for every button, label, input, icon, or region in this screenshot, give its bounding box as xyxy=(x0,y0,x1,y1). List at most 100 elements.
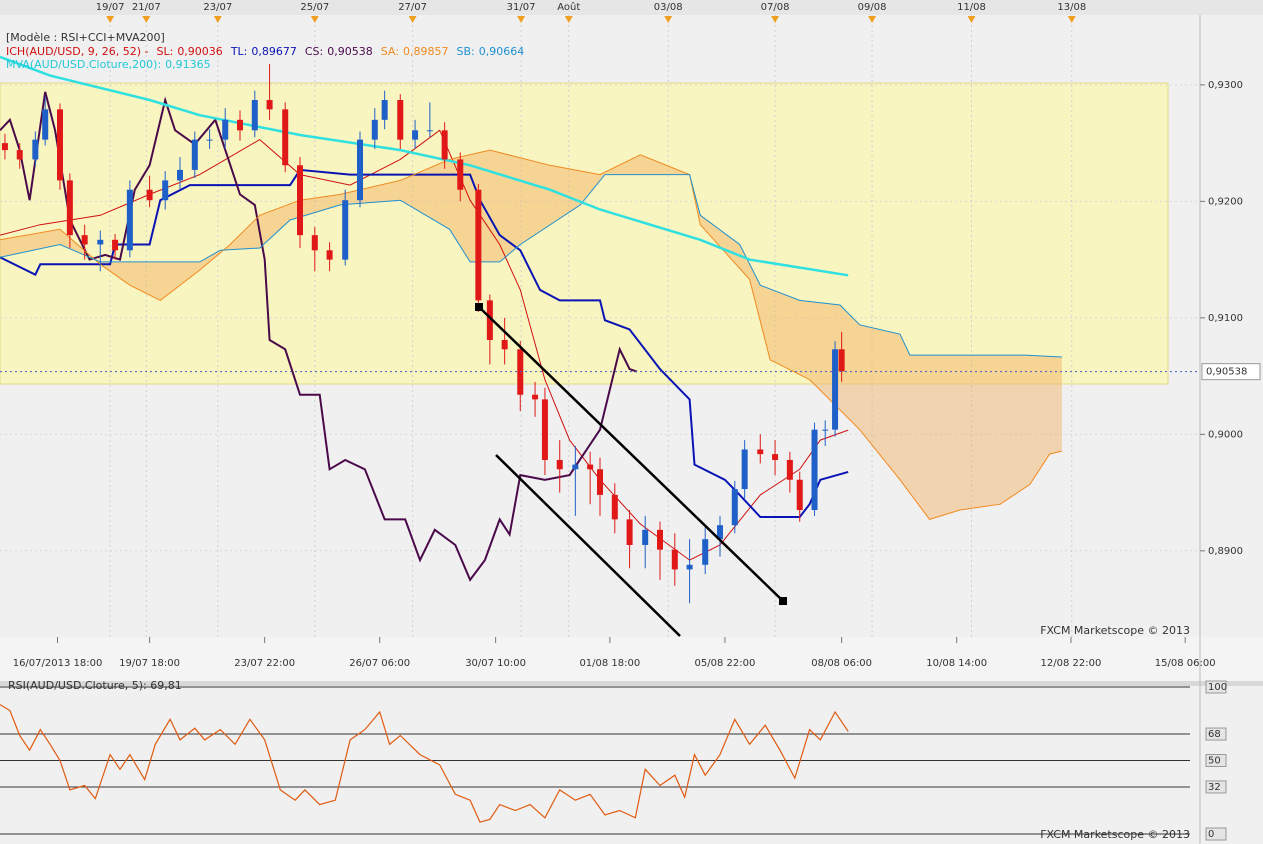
top-tick-label: 19/07 xyxy=(96,2,125,13)
x-tick-label: 26/07 06:00 xyxy=(349,658,410,669)
candle-body xyxy=(702,539,709,565)
indicator-line xyxy=(0,174,1062,358)
candle-body xyxy=(786,459,793,480)
candle-body xyxy=(371,119,378,140)
candle-body xyxy=(486,300,493,340)
x-tick-label: 08/08 06:00 xyxy=(811,658,872,669)
y-tick-label: 0,9100 xyxy=(1208,313,1243,324)
candle-body xyxy=(397,100,404,140)
top-tick-marker xyxy=(408,16,417,23)
legend: MVA(AUD/USD.Cloture,200): 0,91365 xyxy=(6,58,211,71)
candle-body xyxy=(57,109,63,181)
candle-body xyxy=(297,165,303,236)
candle-body xyxy=(772,454,779,460)
y-tick-label: 32 xyxy=(1208,782,1221,793)
top-tick-marker xyxy=(106,16,115,23)
candle-body xyxy=(1,143,8,151)
candle-body xyxy=(326,250,333,260)
candle-body xyxy=(475,189,482,301)
last-price-box xyxy=(1201,363,1261,381)
y-tick-box xyxy=(1205,827,1227,841)
x-tick-label: 15/08 06:00 xyxy=(1155,658,1216,669)
top-tick-label: Août xyxy=(557,1,580,13)
rsi-line xyxy=(0,704,849,823)
legend-name: TL: xyxy=(230,45,248,58)
candle-body xyxy=(572,464,579,470)
x-tick-label: 23/07 22:00 xyxy=(234,658,295,669)
candle-body xyxy=(177,169,183,181)
top-tick-label: 21/07 xyxy=(132,2,161,13)
candle-body xyxy=(282,109,289,166)
top-tick-label: 07/08 xyxy=(761,2,790,13)
drawings xyxy=(475,303,787,637)
candle-body xyxy=(342,200,349,260)
top-tick-marker xyxy=(1067,16,1076,23)
top-tick-marker xyxy=(517,16,526,23)
indicator-line xyxy=(0,168,849,518)
candle-body xyxy=(42,109,49,140)
legend-value: 0,89857 xyxy=(403,45,449,58)
watermark: FXCM Marketscope © 2013 xyxy=(1040,624,1190,637)
candle-body xyxy=(112,239,119,251)
candle-body xyxy=(66,180,73,236)
candle-body xyxy=(838,349,845,372)
candle-body xyxy=(832,349,839,430)
x-tick-label: 01/08 18:00 xyxy=(579,658,640,669)
bottom-axis-strip xyxy=(0,637,1263,681)
legend-name: MVA(AUD/USD.Cloture,200): xyxy=(6,58,161,71)
top-tick-label: 27/07 xyxy=(398,2,427,13)
candle-body xyxy=(266,100,273,110)
top-tick-marker xyxy=(771,16,780,23)
x-tick-label: 30/07 10:00 xyxy=(465,658,526,669)
top-tick-marker xyxy=(564,16,573,23)
candle-body xyxy=(357,139,363,201)
candle-body xyxy=(541,399,548,460)
candle-body xyxy=(222,119,229,140)
legend-value: 0,89677 xyxy=(251,45,297,58)
top-tick-label: 31/07 xyxy=(507,2,536,13)
x-tick-label: 16/07/2013 18:00 xyxy=(13,658,103,669)
trend-anchor xyxy=(779,597,787,605)
candle-body xyxy=(532,394,539,400)
candle-body xyxy=(717,525,723,540)
candle-body xyxy=(741,449,748,490)
top-tick-label: 03/08 xyxy=(654,2,683,13)
candle-body xyxy=(556,459,563,470)
candle-body xyxy=(796,479,803,511)
top-axis-strip xyxy=(0,0,1263,15)
candle-body xyxy=(412,130,419,140)
candle-body xyxy=(32,139,39,160)
y-tick-label: 0,9200 xyxy=(1208,196,1243,207)
candle-body xyxy=(626,519,633,545)
y-tick-label: 0,9000 xyxy=(1208,429,1243,440)
indicator-line xyxy=(0,55,849,277)
indicator-line xyxy=(0,149,1063,520)
top-tick-marker xyxy=(310,16,319,23)
candle-body xyxy=(251,100,258,131)
y-tick-label: 0 xyxy=(1208,829,1214,840)
candle-body xyxy=(126,189,133,251)
legend: ICH(AUD/USD, 9, 26, 52) - SL: 0,90036 TL: 0,… xyxy=(6,45,524,58)
x-tick-label: 19/07 18:00 xyxy=(119,658,180,669)
candle-body xyxy=(686,564,693,570)
candle-body xyxy=(191,139,198,170)
candle-body xyxy=(597,469,603,495)
candle-body xyxy=(671,549,678,570)
top-tick-marker xyxy=(142,16,151,23)
candle-body xyxy=(731,489,738,526)
top-tick-label: 11/08 xyxy=(957,2,986,13)
legend-value: 0,91365 xyxy=(165,58,211,71)
top-tick-label: 25/07 xyxy=(300,2,329,13)
watermark: FXCM Marketscope © 2013 xyxy=(1040,828,1190,841)
candle-body xyxy=(426,130,433,132)
y-tick-label: 68 xyxy=(1208,729,1221,740)
x-tick-label: 10/08 14:00 xyxy=(926,658,987,669)
last-price-label: 0,90538 xyxy=(1206,367,1247,378)
indicator-line xyxy=(0,129,849,561)
candle-body xyxy=(81,235,88,245)
y-tick-box xyxy=(1205,727,1227,741)
y-tick-box xyxy=(1205,680,1227,694)
candle-body xyxy=(237,119,243,131)
legend-name: CS: xyxy=(305,45,323,58)
